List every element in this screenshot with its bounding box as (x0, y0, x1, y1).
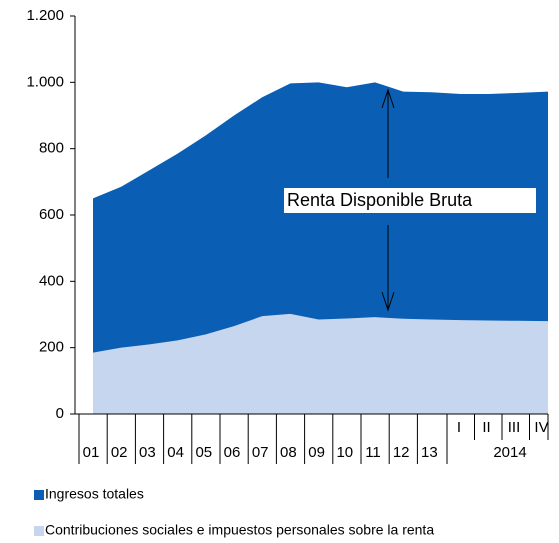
y-tick-label: 800 (39, 140, 64, 157)
arrow-head (381, 88, 395, 109)
x-tick-label: 04 (167, 444, 184, 461)
x-tick-label: IV (534, 419, 548, 436)
x-tick-label: 05 (195, 444, 212, 461)
y-tick-label: 400 (39, 272, 64, 289)
y-tick-label: 600 (39, 206, 64, 223)
x-tick-label: 10 (336, 444, 353, 461)
arrow-head (381, 291, 395, 312)
plot (93, 82, 548, 414)
x-tick-label: 08 (280, 444, 297, 461)
x-tick-label: 07 (252, 444, 269, 461)
legend-swatch (34, 490, 44, 500)
x-tick-label: 12 (393, 444, 410, 461)
x-tick-label: III (508, 419, 521, 436)
y-tick-label: 1.200 (26, 7, 64, 24)
x-tick-label: 09 (308, 444, 325, 461)
legend-label: Ingresos totales (45, 486, 144, 502)
y-tick-label: 1.000 (26, 73, 64, 90)
y-tick-label: 200 (39, 339, 64, 356)
y-tick-label: 0 (56, 405, 64, 422)
x-tick-label: 06 (224, 444, 241, 461)
annotation: Renta Disponible Bruta (287, 190, 473, 210)
area (93, 313, 548, 414)
annotation-box (284, 188, 536, 213)
x-tick-label: II (482, 419, 490, 436)
x-tick-label: 13 (421, 444, 438, 461)
x-tick-label: 02 (111, 444, 128, 461)
x-group-label: 2014 (493, 444, 526, 461)
x-tick-label: 11 (365, 444, 381, 461)
x-tick-label: 03 (139, 444, 156, 461)
legend-swatch (34, 526, 44, 536)
legend-label: Contribuciones sociales e impuestos pers… (45, 522, 434, 538)
x-tick-label: 01 (83, 444, 100, 461)
x-tick-label: I (457, 419, 461, 436)
